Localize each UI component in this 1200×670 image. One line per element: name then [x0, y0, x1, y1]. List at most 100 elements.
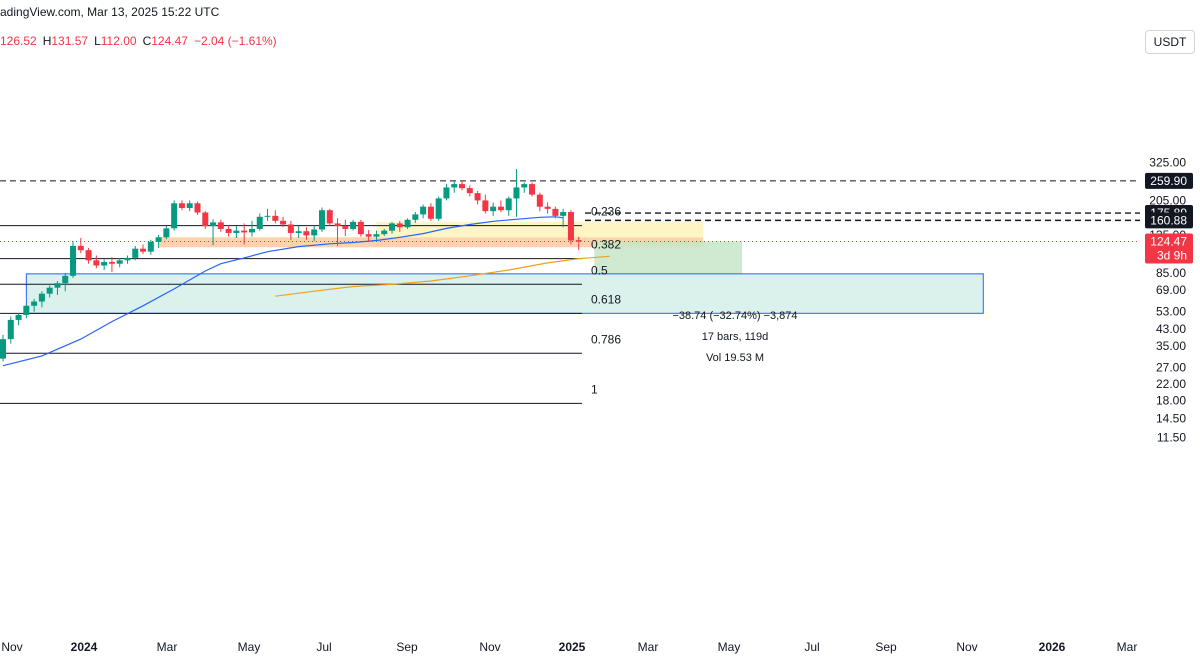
high-value: 131.57	[51, 34, 89, 48]
candle	[140, 244, 147, 254]
time-tick-label: Nov	[1, 640, 22, 654]
candle	[365, 230, 372, 242]
price-axis[interactable]: 325.00205.00135.00105.0085.0069.0053.004…	[1149, 155, 1186, 444]
candle	[521, 182, 528, 193]
candle-body	[116, 260, 123, 264]
candle	[443, 184, 450, 201]
candle	[474, 190, 481, 205]
candle-body	[217, 222, 224, 229]
candle	[466, 185, 473, 197]
candle	[248, 220, 255, 237]
candle	[77, 237, 84, 254]
candle	[178, 200, 185, 211]
candle-body	[77, 245, 84, 251]
candle-body	[521, 184, 528, 188]
candle	[513, 169, 520, 217]
candle	[552, 206, 559, 219]
tag-160-text: 160.88	[1150, 213, 1187, 227]
candle	[350, 219, 357, 231]
candle-body	[513, 187, 520, 199]
candle-body	[93, 260, 100, 266]
time-tick-label: Nov	[479, 640, 500, 654]
candle	[575, 236, 582, 251]
candle	[404, 218, 411, 229]
candle-body	[287, 224, 294, 233]
candle-body	[342, 226, 349, 229]
measure-line-3: Vol 19.53 M	[706, 352, 764, 364]
time-tick-label: Jul	[804, 640, 819, 654]
candle	[0, 334, 6, 362]
time-tick-label: Mar	[638, 640, 659, 654]
fib-label: 0.236	[591, 205, 621, 219]
candle	[147, 239, 154, 255]
currency-unit-button[interactable]: USDT	[1145, 30, 1195, 54]
chart-source-line: adingView.com, Mar 13, 2025 15:22 UTC	[0, 5, 219, 19]
measure-line-1: −38.74 (−32.74%) −3,874	[672, 310, 797, 322]
fib-label: 1	[591, 382, 598, 396]
candle-body	[132, 248, 139, 258]
candle	[194, 201, 201, 215]
candle	[326, 208, 333, 227]
candle-body	[435, 198, 442, 219]
price-tick-label: 69.00	[1156, 283, 1186, 297]
horizontal-levels	[0, 180, 1140, 242]
candle	[357, 219, 364, 237]
open-value: 126.52	[0, 34, 37, 48]
fib-label: 0.786	[591, 332, 621, 346]
candle-body	[241, 230, 248, 233]
candle-body	[210, 222, 217, 227]
candle-body	[101, 262, 108, 266]
time-tick-label: Jul	[316, 640, 331, 654]
candle	[241, 223, 248, 245]
candle	[108, 257, 115, 272]
candle-body	[155, 237, 162, 242]
candle-body	[490, 206, 497, 212]
candle-body	[46, 287, 53, 294]
candle-body	[474, 193, 481, 201]
candle-body	[482, 200, 489, 212]
candle	[544, 202, 551, 214]
moving-averages	[2, 216, 610, 367]
candle	[202, 211, 209, 229]
price-tick-label: 18.00	[1156, 394, 1186, 408]
change-value: −2.04 (−1.61%)	[193, 34, 277, 48]
candle	[295, 226, 302, 238]
candle-body	[365, 234, 372, 237]
candle	[497, 200, 504, 213]
price-tick-label: 11.50	[1157, 430, 1186, 444]
candle-body	[248, 228, 255, 233]
candle	[31, 298, 38, 312]
candle	[124, 255, 131, 264]
candle-body	[459, 184, 466, 189]
time-tick-label: May	[238, 640, 261, 654]
candle-body	[560, 212, 567, 216]
time-axis[interactable]: Nov 2024 Mar May Jul Sep Nov 2025 Mar May Jul Sep No…	[1, 640, 1137, 654]
tag-last-price-bg	[1145, 233, 1193, 264]
tag-259: 259.90	[1145, 172, 1193, 189]
candle-body	[497, 206, 504, 211]
candle-body	[412, 214, 419, 220]
candle-body	[147, 241, 154, 252]
low-label: L	[94, 34, 101, 48]
candle-body	[140, 248, 147, 252]
candle-body	[567, 212, 574, 241]
candle-body	[529, 184, 536, 195]
candle-body	[171, 203, 178, 229]
candle-body	[466, 188, 473, 194]
candle	[459, 180, 466, 191]
price-tick-label: 43.00	[1156, 322, 1186, 336]
candle	[85, 247, 92, 264]
candle-body	[552, 208, 559, 216]
candle-body	[427, 206, 434, 219]
fibonacci-retracement[interactable]: 0.236 0.382 0.5 0.618 0.786 1	[0, 205, 621, 404]
candle-body	[357, 221, 364, 235]
candle-body	[62, 275, 69, 284]
candle	[163, 226, 170, 240]
candle	[389, 221, 395, 234]
supply-zone	[376, 221, 704, 238]
time-tick-label: Sep	[875, 640, 897, 654]
candle	[318, 207, 325, 232]
target-zone	[594, 241, 743, 274]
